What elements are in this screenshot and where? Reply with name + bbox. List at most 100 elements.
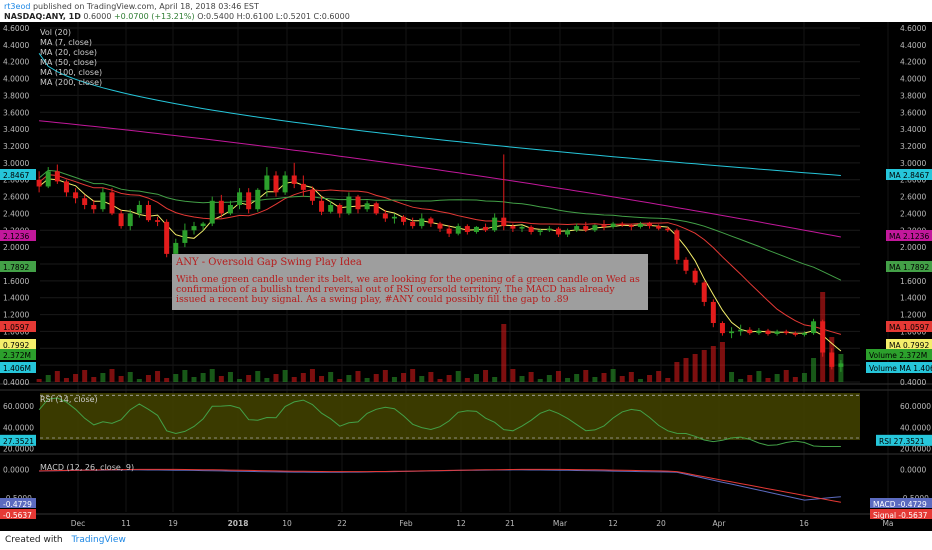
volume-bar [811, 358, 817, 382]
volume-bar [801, 373, 807, 382]
volume-bar [683, 358, 689, 382]
x-tick-label: 12 [608, 519, 618, 528]
published-text: published on TradingView.com, April 18, … [30, 2, 259, 11]
volume-bar [419, 376, 425, 382]
y-tick-label-left: 4.0000 [3, 75, 29, 84]
volume-bar [82, 370, 88, 382]
x-tick-label: Apr [713, 519, 727, 528]
value-tag-left [0, 230, 36, 241]
price-chart[interactable]: 4.6000 4.6000 4.4000 4.4000 4.2000 4.2000 4.00… [0, 22, 932, 531]
volume-bar [583, 370, 589, 382]
volume-bar [455, 371, 461, 382]
candle-body [647, 223, 653, 227]
x-tick-label: Feb [399, 519, 413, 528]
volume-bar [756, 371, 762, 382]
candle-body [227, 205, 233, 214]
value-tag-right [886, 261, 932, 272]
volume-bar [355, 371, 361, 382]
volume-bar [109, 369, 115, 382]
author-link[interactable]: rt3eod [4, 2, 31, 11]
volume-bar [710, 346, 716, 382]
volume-bar [483, 370, 489, 382]
candle-body [710, 301, 716, 323]
candle-body [592, 225, 598, 231]
macd-tag-left-text: -0.4729 [3, 500, 32, 509]
candle-body [464, 226, 470, 232]
candle-body [246, 192, 252, 210]
volume-bar [182, 370, 188, 382]
volume-bar [601, 373, 607, 382]
macd-tag-right [870, 509, 932, 519]
legend-ma20[interactable]: MA (20, close) [40, 48, 98, 57]
volume-bar [783, 370, 789, 382]
value-tag-right [886, 339, 932, 350]
volume-bar [373, 374, 379, 382]
volume-bar [127, 372, 133, 382]
candle-body [492, 217, 498, 231]
y-tick-label-right: 1.6000 [900, 277, 926, 286]
candle-body [583, 226, 589, 231]
ma200-line [38, 53, 841, 176]
y-tick-label-right: 2.4000 [900, 209, 926, 218]
rsi-tag-right-text: RSI 27.3521 [879, 437, 925, 446]
candle-body [692, 270, 698, 283]
volume-bar [54, 371, 60, 382]
volume-bar [574, 374, 580, 382]
volume-bar [592, 377, 598, 382]
value-tag-right-text: Volume MA 1.406M [869, 364, 932, 373]
value-tag-right [866, 349, 932, 360]
candle-body [701, 282, 707, 302]
value-tag-right-text: MA 0.7992 [889, 341, 929, 350]
y-tick-label-left: 4.4000 [3, 41, 29, 50]
volume-bar [692, 354, 698, 382]
macd-legend[interactable]: MACD (12, 26, close, 9) [40, 463, 135, 472]
candle-body [610, 223, 616, 227]
x-tick-label: 22 [337, 519, 347, 528]
tradingview-logo[interactable]: TradingView [71, 535, 126, 545]
macd-signal-line [39, 468, 841, 503]
value-tag-left [0, 169, 36, 180]
candle-body [483, 226, 489, 231]
candle-body [446, 228, 452, 234]
candle-body [774, 331, 780, 334]
volume-bar [546, 375, 552, 382]
legend-ma7[interactable]: MA (7, close) [40, 38, 92, 47]
volume-bar [410, 369, 416, 382]
value-tag-right-text: MA 1.7892 [889, 263, 929, 272]
legend-vol[interactable]: Vol (20) [40, 28, 71, 37]
candle-body [401, 216, 407, 222]
value-tag-right [886, 169, 932, 180]
candle-body [619, 223, 625, 226]
rsi-legend[interactable]: RSI (14, close) [40, 395, 98, 404]
volume-bar [227, 372, 233, 382]
candle-body [510, 226, 516, 229]
y-tick-label-right: 0.4000 [900, 378, 926, 387]
candle-body [373, 203, 379, 214]
candle-body [747, 329, 753, 334]
macd-line [39, 469, 841, 501]
legend-ma200[interactable]: MA (200, close) [40, 78, 103, 87]
volume-bar [647, 375, 653, 382]
legend-ma50[interactable]: MA (50, close) [40, 58, 98, 67]
y-tick-label-left: 1.6000 [3, 277, 29, 286]
x-tick-label: 11 [121, 519, 131, 528]
idea-annotation[interactable]: ANY - Oversold Gap Swing Play Idea With … [172, 254, 648, 310]
volume-bar [637, 379, 643, 382]
ohlc-readout: O:0.5400 H:0.6100 L:0.5201 C:0.6000 [194, 12, 350, 21]
macd-tag-left-text: -0.5637 [3, 511, 32, 520]
candle-body [109, 192, 115, 214]
legend-ma100[interactable]: MA (100, close) [40, 68, 103, 77]
volume-bar [36, 379, 42, 382]
x-tick-label: 20 [656, 519, 666, 528]
volume-bar [145, 375, 151, 382]
y-tick-label-left: 4.2000 [3, 58, 29, 67]
rsi-tick-left: 60.0000 [3, 402, 34, 411]
y-tick-label-left: 2.6000 [3, 193, 29, 202]
volume-bar [191, 377, 197, 382]
candle-body [328, 205, 334, 212]
volume-bar [774, 374, 780, 382]
y-tick-label-left: 4.6000 [3, 24, 29, 33]
volume-bar [428, 372, 434, 382]
ma20-line [38, 174, 842, 335]
volume-bar [100, 373, 106, 382]
